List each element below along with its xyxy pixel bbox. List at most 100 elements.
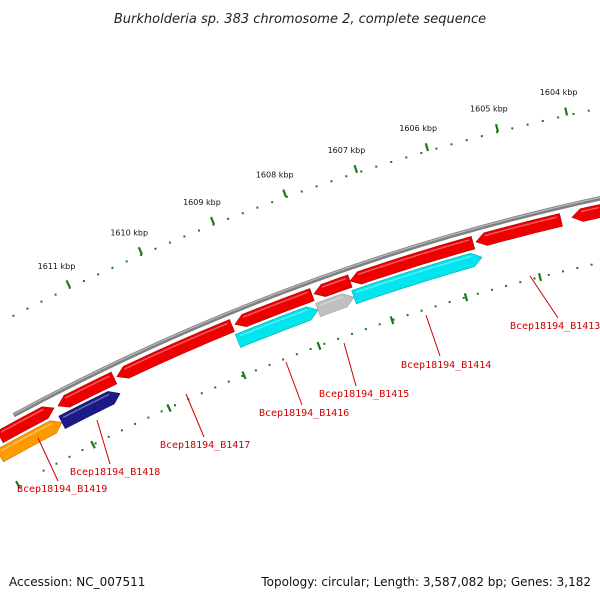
gene-arrow [475,213,563,246]
scale-dot [147,416,150,419]
label-leader [185,393,205,438]
gene-label: Bcep18194_B1417 [160,440,250,451]
scale-dot [42,469,45,472]
scale-dot [526,123,529,126]
gene-arrow-shine [0,408,44,433]
map-title: Burkholderia sp. 383 chromosome 2, compl… [114,12,486,27]
scale-dot [254,369,257,372]
scale-dot [406,314,409,317]
scale-dot [173,404,176,407]
summary-text: Topology: circular; Length: 3,587,082 bp… [260,575,591,589]
scale-dot [587,109,590,112]
kbp-label: 1605 kbp [470,105,508,114]
scale-dot [350,332,353,335]
kbp-tick [494,123,500,133]
inner-scale-ticks [15,272,543,489]
gene-arrow-shine [484,216,558,237]
scale-dot [200,392,203,395]
scale-dot [134,422,137,425]
gene-labels: Bcep18194_B1413 Bcep18194_B1414 Bcep1819… [17,321,600,495]
scale-dot [168,241,171,244]
scale-dot [572,112,575,115]
label-leaders [37,275,559,482]
kbp-tick [137,246,144,256]
kbp-labels: 1611 kbp 1610 kbp 1609 kbp 1608 kbp 1607… [38,88,578,271]
gene-arrow [0,406,55,443]
scale-dot [68,286,71,289]
gene-arrow [116,319,235,379]
kbp-label: 1610 kbp [110,229,148,238]
chromosome-backbone [12,196,600,418]
label-leader [285,361,303,406]
kbp-label: 1611 kbp [38,262,76,271]
scale-dot [390,160,393,163]
scale-dot [364,328,367,331]
scale-dot [462,296,465,299]
scale-dot [476,292,479,295]
inner-tick [15,480,21,489]
scale-dot [214,386,217,389]
scale-dot [496,131,499,134]
gene-arrow-shine [239,308,308,337]
kbp-label: 1609 kbp [183,198,221,207]
scale-dot [271,201,274,204]
scale-dot [295,353,298,356]
scale-dot [505,284,508,287]
inner-tick [537,272,543,282]
scale-dot [183,235,186,238]
scale-dot [448,301,451,304]
scale-dot [378,323,381,326]
gene-label: Bcep18194_B1415 [319,389,409,400]
gene-arrow [234,306,319,348]
scale-dot [337,337,340,340]
scale-dot [212,223,215,226]
kbp-tick [353,164,359,174]
scale-dot [81,449,84,452]
label-leader [425,314,441,357]
scale-dot [465,139,468,142]
chromosome-backbone-highlight [12,196,600,416]
scale-dot [282,358,285,361]
inner-tick [90,440,96,449]
scale-dot [330,180,333,183]
scale-dot [590,263,593,266]
scale-dot [268,363,271,366]
kbp-label: 1607 kbp [328,146,366,155]
scale-dot [227,380,230,383]
scale-dot [285,195,288,198]
scale-dot [435,147,438,150]
scale-dot [450,143,453,146]
inner-tick [389,316,395,325]
label-leader [37,437,59,482]
gene-arrow [58,391,121,430]
gene-arrow-shine [242,291,308,318]
gene-arrow [57,371,118,408]
scale-dot [125,260,128,263]
label-leader [343,342,357,387]
gene-arrow-shine [321,278,346,288]
gene-label: Bcep18194_B1413 [510,321,600,332]
gene-features [0,204,600,463]
scale-dot [533,277,536,280]
scale-dot [375,165,378,168]
kbp-tick [210,216,216,225]
label-leader [96,419,111,465]
scale-dot [345,175,348,178]
accession-text: Accession: NC_007511 [9,575,145,589]
inner-tick [463,293,469,302]
gene-label: Bcep18194_B1418 [70,467,160,478]
scale-dot [26,307,29,310]
scale-dot [227,217,230,220]
scale-dot [68,455,71,458]
gene-arrow-shine [124,322,228,370]
gene-arrow-shine [355,255,472,294]
inner-tick [166,403,172,413]
gene-arrow [315,293,355,317]
outer-scale-dots [12,109,590,317]
kbp-label: 1608 kbp [256,171,294,180]
gene-label: Bcep18194_B1419 [17,484,107,495]
scale-dot [420,309,423,312]
gene-arrow-shine [580,206,600,213]
scale-dot [315,185,318,188]
